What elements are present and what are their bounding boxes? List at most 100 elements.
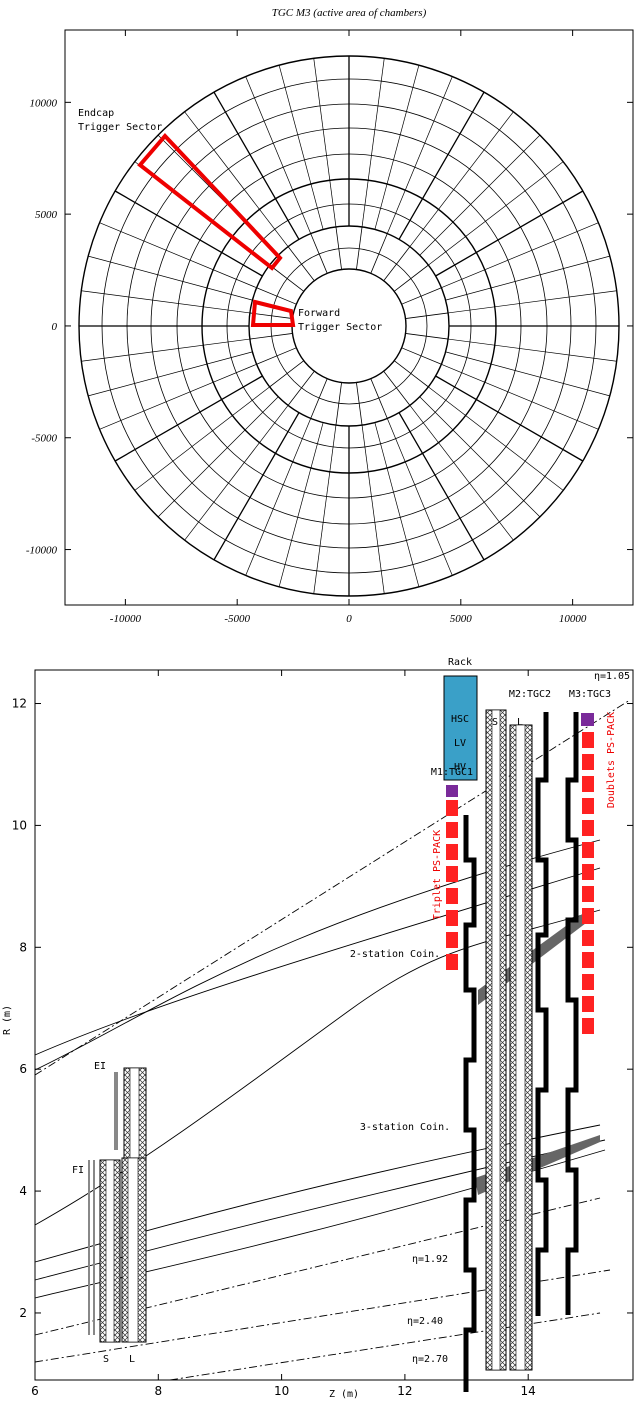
forward-sector	[250, 299, 296, 327]
y-axis-label: R (m)	[2, 1005, 13, 1035]
annotation: Endcap	[78, 108, 114, 119]
eta-label: η=2.40	[407, 1316, 443, 1327]
sector-line	[310, 378, 328, 419]
station-label: M3:TGC3	[569, 689, 611, 700]
x-tick-label: 6	[31, 1384, 39, 1398]
sector-line	[393, 264, 429, 292]
y-tick-label: -10000	[26, 545, 58, 557]
sector-line	[256, 287, 297, 305]
sector-line	[313, 425, 337, 594]
y-tick-label: 8	[19, 940, 27, 954]
sector-line	[448, 290, 617, 314]
ps-block	[582, 732, 594, 748]
sector-line	[435, 190, 584, 277]
x-tick-label: 12	[397, 1384, 412, 1398]
ps-block	[446, 888, 458, 904]
sector-line	[99, 363, 257, 430]
coin-label: 3-station Coin.	[360, 1122, 450, 1133]
sector-line	[213, 412, 300, 561]
ps-block	[446, 822, 458, 838]
ps-block	[582, 776, 594, 792]
sector-line	[245, 418, 312, 576]
wheel	[78, 55, 620, 597]
rack-item: LV	[454, 738, 466, 749]
y-tick-label: 10000	[30, 97, 58, 109]
annotation: Trigger Sector	[78, 122, 162, 133]
doublet-l-core	[515, 724, 526, 1371]
sector-line	[114, 375, 263, 462]
inner-label: L	[129, 1354, 135, 1365]
ps-block	[582, 1018, 594, 1034]
ps-block	[582, 754, 594, 770]
sector-line	[269, 264, 305, 292]
sector-line	[269, 360, 305, 388]
sector-line	[134, 386, 270, 491]
sector-line	[428, 161, 564, 266]
x-tick-label: 10	[274, 1384, 289, 1398]
sector-line	[287, 370, 315, 406]
sector-line	[213, 91, 300, 240]
sector-line	[445, 351, 610, 397]
x-tick-label: 14	[521, 1384, 536, 1398]
annotation: Forward	[298, 308, 340, 319]
coin-label: 2-station Coin.	[350, 949, 440, 960]
y-tick-label: 6	[19, 1062, 27, 1076]
sector-line	[393, 360, 429, 388]
station-label: M2:TGC2	[509, 689, 551, 700]
inner-label: FI	[72, 1165, 84, 1176]
sector-line	[386, 76, 453, 234]
bottom-frame	[34, 669, 634, 1381]
y-tick-label: 4	[19, 1184, 27, 1198]
sector-line	[386, 418, 453, 576]
rack-item: HV	[454, 762, 466, 773]
ps-label: Doublets PS-PACK	[606, 712, 617, 808]
sector-line	[441, 222, 599, 289]
rack-item: HSC	[451, 714, 469, 725]
y-tick-label: 10	[12, 818, 27, 832]
station-label: M1:TGC1	[431, 767, 473, 778]
sector-line	[184, 111, 289, 247]
sector-line	[81, 338, 250, 362]
sector-line	[383, 370, 411, 406]
sector-line	[249, 333, 293, 340]
y-tick-label: -5000	[31, 433, 57, 445]
ps-block	[582, 886, 594, 902]
sector-line	[448, 338, 617, 362]
sector-line	[184, 405, 289, 541]
sector-line	[401, 287, 442, 305]
x-tick-label: 0	[346, 613, 352, 625]
ps-block	[582, 930, 594, 946]
sector-line	[361, 58, 385, 227]
x-tick-label: 10000	[559, 613, 587, 625]
annotation: Trigger Sector	[298, 322, 382, 333]
ps-block	[582, 864, 594, 880]
sector-line	[401, 347, 442, 365]
sector-line	[370, 378, 388, 419]
sector-line	[405, 333, 449, 340]
x-axis-label: Z (m)	[329, 1389, 359, 1400]
sector-line	[88, 255, 253, 301]
doublet-label: S	[492, 717, 498, 728]
ps-block	[582, 908, 594, 924]
sector-line	[398, 412, 485, 561]
sector-line	[428, 386, 564, 491]
ps-block	[446, 954, 458, 970]
ps-block	[446, 932, 458, 948]
top-title: TGC M3 (active area of chambers)	[272, 7, 427, 19]
y-tick-label: 5000	[35, 209, 58, 221]
ps-block	[446, 844, 458, 860]
sector-line	[81, 290, 250, 314]
sector-line	[256, 347, 297, 365]
ps-block	[446, 800, 458, 816]
rack	[443, 675, 478, 781]
sector-line	[249, 312, 293, 319]
ps-pack	[446, 732, 594, 1034]
doublet-label: L	[517, 717, 523, 728]
sector-line	[287, 246, 315, 282]
sector-line	[88, 351, 253, 397]
y-tick-label: 2	[19, 1306, 27, 1320]
ps-label: Triplet PS-PACK	[432, 830, 443, 920]
endcap-sector	[137, 133, 283, 271]
eta-label: η=1.92	[412, 1254, 448, 1265]
y-tick-label: 12	[12, 697, 27, 711]
